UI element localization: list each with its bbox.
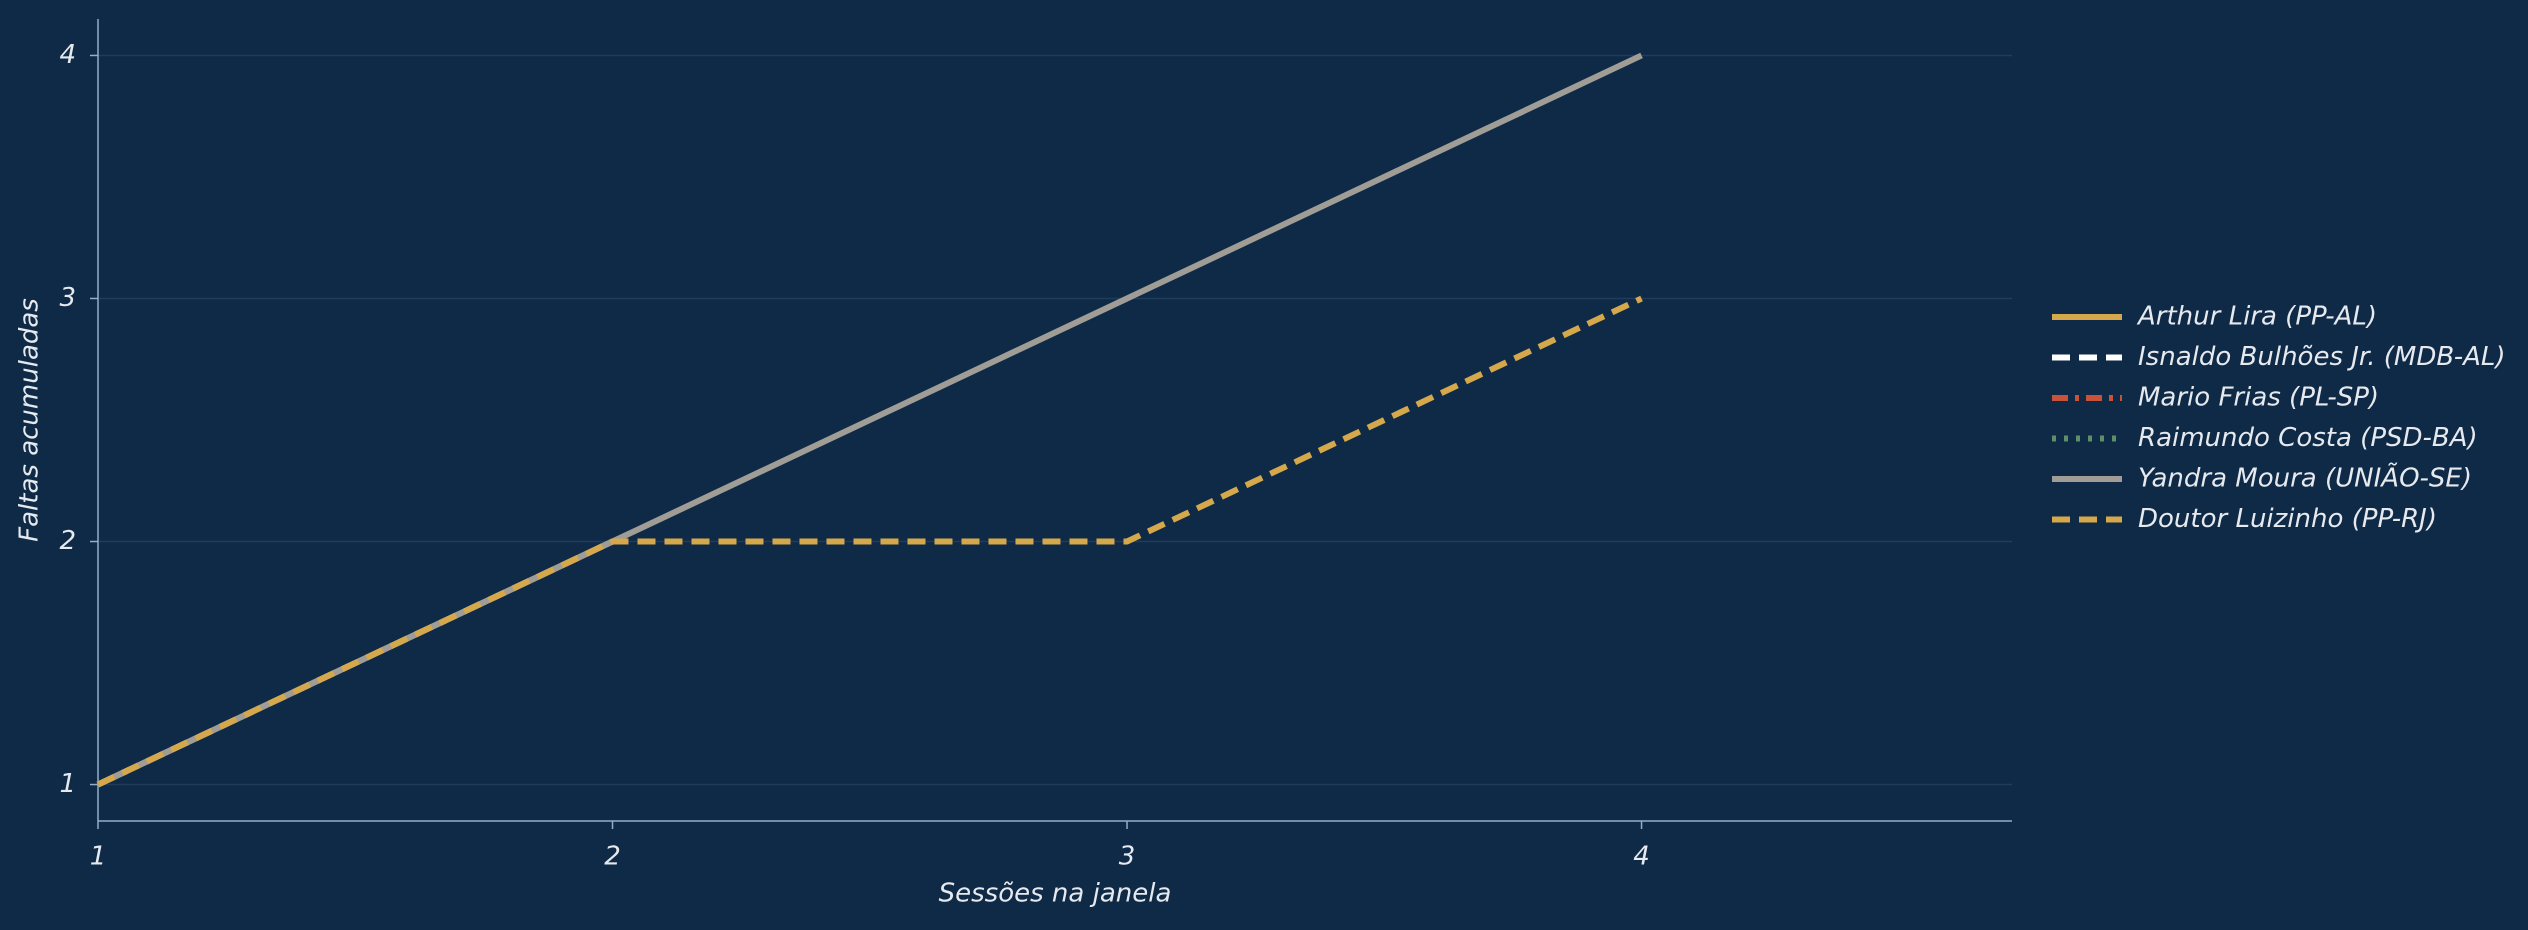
series-line (96, 295, 1643, 788)
x-tick-label: 4 (1633, 842, 1650, 872)
legend-label: Raimundo Costa (PSD-BA) (2138, 423, 2478, 453)
x-axis-label: Sessões na janela (939, 879, 1172, 909)
legend-label: Yandra Moura (UNIÃO-SE) (2138, 462, 2472, 494)
legend-label: Mario Frias (PL-SP) (2138, 383, 2379, 413)
y-axis-label: Faltas acumuladas (15, 298, 45, 542)
legend-label: Arthur Lira (PP-AL) (2136, 302, 2377, 332)
legend-label: Doutor Luizinho (PP-RJ) (2138, 504, 2437, 534)
x-tick-label: 2 (604, 842, 621, 872)
y-tick-label: 1 (59, 769, 76, 799)
x-tick-label: 3 (1119, 842, 1136, 872)
y-tick-label: 2 (59, 526, 76, 556)
legend-label: Isnaldo Bulhões Jr. (MDB-AL) (2138, 342, 2506, 372)
y-tick-label: 4 (59, 40, 76, 70)
y-tick-label: 3 (59, 283, 76, 313)
x-tick-label: 1 (90, 842, 107, 872)
